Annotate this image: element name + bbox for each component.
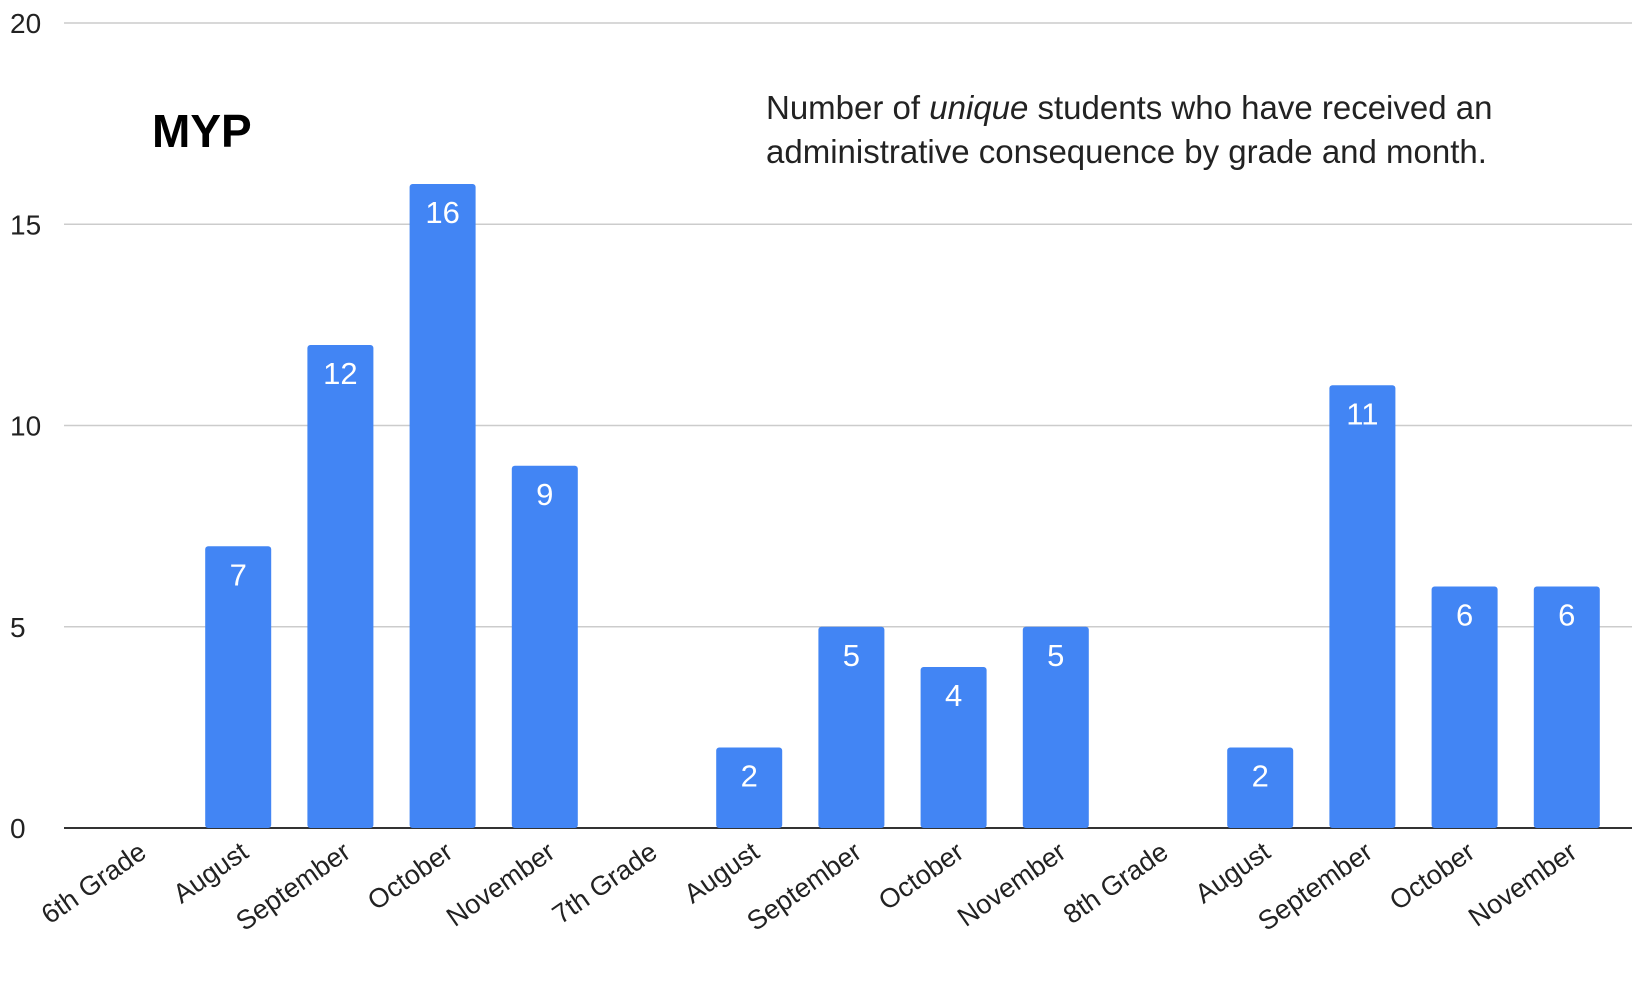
x-tick-label: August (1190, 836, 1276, 909)
data-label: 9 (536, 477, 553, 512)
data-label: 6 (1456, 598, 1473, 633)
bar (818, 626, 885, 828)
subtitle-text-end: students who have received an administra… (766, 89, 1493, 170)
y-tick-label: 20 (10, 8, 41, 39)
x-tick-label: August (679, 836, 765, 909)
data-label: 2 (741, 759, 758, 794)
data-label: 4 (945, 678, 962, 713)
x-tick-label: 8th Grade (1058, 836, 1174, 929)
x-tick-label: September (1252, 836, 1377, 936)
bar (1022, 626, 1089, 828)
x-tick-label: 7th Grade (547, 836, 663, 929)
subtitle-text-start: Number of (766, 89, 930, 126)
bar (205, 546, 272, 828)
chart-subtitle: Number of unique students who have recei… (766, 86, 1526, 174)
bar (511, 465, 578, 828)
data-label: 2 (1252, 759, 1269, 794)
chart-title: MYP (152, 105, 252, 157)
subtitle-emphasis: unique (929, 89, 1029, 126)
data-label: 6 (1558, 598, 1575, 633)
x-tick-label: November (1463, 836, 1582, 932)
bar (1431, 586, 1498, 828)
x-tick-label: October (1384, 836, 1480, 916)
y-axis: 0 5 10 15 20 (10, 8, 41, 844)
x-tick-label: November (441, 836, 560, 932)
data-label: 16 (425, 195, 459, 230)
y-tick-label: 10 (10, 411, 41, 442)
bar (1227, 747, 1294, 828)
bar-layer: 7 12 16 9 2 5 4 5 2 11 6 6 (205, 184, 1600, 828)
y-tick-label: 15 (10, 209, 41, 240)
x-tick-label: November (952, 836, 1071, 932)
bar (307, 345, 374, 828)
y-tick-label: 0 (10, 813, 26, 844)
bar (1533, 586, 1600, 828)
data-label: 11 (1346, 396, 1378, 431)
y-tick-label: 5 (10, 612, 26, 643)
data-label: 5 (1047, 638, 1064, 673)
bar (409, 184, 476, 828)
bar (920, 667, 987, 828)
data-label: 12 (323, 356, 357, 391)
data-label: 5 (843, 638, 860, 673)
x-tick-label: September (230, 836, 355, 936)
x-tick-label: October (873, 836, 969, 916)
x-tick-label: September (741, 836, 866, 936)
data-label: 7 (230, 557, 247, 592)
x-tick-label: October (362, 836, 458, 916)
x-tick-label: August (168, 836, 254, 909)
bar (716, 747, 783, 828)
bar (1329, 385, 1396, 828)
x-tick-label: 6th Grade (36, 836, 152, 929)
